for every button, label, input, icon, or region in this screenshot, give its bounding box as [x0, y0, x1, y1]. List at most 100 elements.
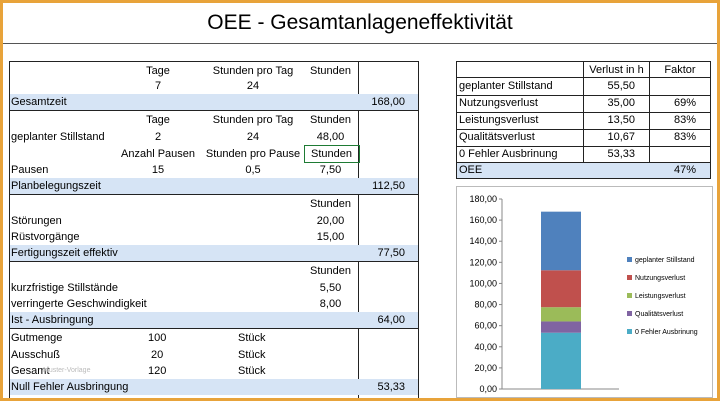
gesamt-label: Gesamt [11, 365, 50, 377]
oee-band [457, 162, 710, 178]
gesamtzeit-label: Gesamtzeit [11, 96, 67, 108]
bar-segment [541, 270, 581, 308]
right-row-verlust[interactable]: 10,67 [607, 131, 635, 143]
gutmenge-label: Gutmenge [11, 332, 63, 344]
oee-chart[interactable]: 0,00 20,00 40,00 60,00 80,00 100,00 120,00 140,… [456, 186, 713, 398]
y-tick-label: 180,00 [469, 194, 497, 204]
right-row-faktor[interactable]: 69% [673, 97, 696, 109]
gesamt-value[interactable]: 120 [148, 365, 167, 377]
y-tick-label: 20,00 [474, 363, 497, 373]
geplanter-stillstand-tage[interactable]: 2 [154, 131, 162, 143]
selected-cell[interactable] [304, 145, 360, 163]
right-row-verlust[interactable]: 55,50 [607, 80, 635, 92]
cell-tage[interactable]: 7 [154, 80, 162, 92]
geplanter-stillstand-stunden[interactable]: 48,00 [316, 131, 345, 143]
header-faktor: Faktor [664, 64, 696, 76]
table-top-border [9, 61, 419, 62]
pausen-label: Pausen [11, 164, 49, 176]
right-table-left [456, 61, 457, 179]
cell-stunden-pro-tag[interactable]: 24 [246, 80, 260, 92]
right-row-faktor[interactable]: 83% [673, 131, 696, 143]
pausen-stunden[interactable]: 7,50 [319, 164, 342, 176]
ist-label: Ist - Ausbringung [11, 314, 94, 326]
gesamtzeit-value[interactable]: 168,00 [371, 96, 405, 108]
header-tage-2: Tage [146, 114, 170, 126]
watermark: Muster-Vorlage [43, 367, 91, 374]
divider [456, 95, 710, 96]
divider [456, 112, 710, 113]
value-column-left-border [358, 61, 359, 398]
header-stunden-pro-tag: Stunden pro Tag [212, 65, 294, 77]
fertigungszeit-value[interactable]: 77,50 [377, 247, 405, 259]
y-tick-label: 100,00 [469, 278, 497, 288]
ist-value[interactable]: 64,00 [377, 314, 405, 326]
planbelegungszeit-value[interactable]: 112,50 [372, 180, 405, 192]
page-title: OEE - Gesamtanlageneffektivität [3, 3, 717, 44]
geplanter-stillstand-stunden-pro-tag[interactable]: 24 [246, 131, 260, 143]
legend-swatch [627, 293, 632, 298]
null-fehler-label: Null Fehler Ausbringung [11, 381, 129, 393]
pausen-stunden-pro-pause[interactable]: 0,5 [245, 164, 261, 176]
right-row-faktor[interactable]: 83% [673, 114, 696, 126]
header-verlust: Verlust in h [589, 64, 644, 76]
verringerte-stunden[interactable]: 8,00 [319, 298, 342, 310]
geplanter-stillstand-label: geplanter Stillstand [11, 131, 105, 143]
pausen-anzahl[interactable]: 15 [151, 164, 165, 176]
oee-faktor[interactable]: 47% [673, 164, 696, 176]
verringerte-label: verringerte Geschwindigkeit [11, 298, 147, 310]
divider [456, 129, 710, 130]
divider [9, 328, 419, 329]
ausschuss-value[interactable]: 20 [151, 349, 164, 361]
legend-swatch [627, 257, 632, 262]
y-tick-label: 140,00 [469, 236, 497, 246]
divider [9, 110, 419, 111]
legend-label: 0 Fehler Ausbrinung [635, 329, 698, 336]
legend-label: Leistungsverlust [635, 293, 686, 300]
bar-segment [541, 307, 581, 322]
legend-label: geplanter Stillstand [635, 257, 695, 264]
ruestvorgaenge-stunden[interactable]: 15,00 [316, 231, 345, 243]
divider [9, 261, 419, 262]
oee-label: OEE [459, 164, 483, 176]
legend-swatch [627, 275, 632, 280]
divider [456, 178, 710, 179]
right-row-label: Nutzungsverlust [459, 97, 538, 109]
y-tick-label: 80,00 [474, 300, 497, 310]
header-stunden-pro-pause: Stunden pro Pause [205, 148, 301, 160]
y-tick-label: 160,00 [469, 215, 497, 225]
right-row-label: Qualitätsverlust [459, 131, 535, 143]
bar-segment [541, 211, 581, 271]
legend-label: Qualitätsverlust [635, 311, 683, 318]
right-row-verlust[interactable]: 53,33 [607, 148, 635, 160]
fertigungszeit-band [10, 245, 418, 261]
bar-segment [541, 332, 581, 389]
header-stunden-5: Stunden [310, 265, 351, 277]
gutmenge-value[interactable]: 100 [148, 332, 167, 344]
header-stunden: Stunden [310, 65, 351, 77]
y-tick-label: 40,00 [474, 342, 497, 352]
kurzfristige-label: kurzfristige Stillstände [11, 282, 118, 294]
planbelegungszeit-band [10, 178, 418, 194]
divider [456, 146, 710, 147]
right-row-label: 0 Fehler Ausbrinung [459, 148, 558, 160]
ausschuss-unit: Stück [238, 349, 266, 361]
right-table-right [710, 61, 711, 179]
y-tick-label: 60,00 [474, 321, 497, 331]
divider [9, 194, 419, 195]
header-tage: Tage [146, 65, 170, 77]
chart-svg: 0,00 20,00 40,00 60,00 80,00 100,00 120,00 140,… [469, 194, 698, 394]
null-fehler-value[interactable]: 53,33 [377, 381, 405, 393]
planbelegungszeit-label: Planbelegungszeit [11, 180, 101, 192]
stoerungen-stunden[interactable]: 20,00 [316, 215, 345, 227]
header-stunden-4: Stunden [310, 198, 351, 210]
ausschuss-label: Ausschuß [11, 349, 60, 361]
bar-segment [541, 321, 581, 333]
right-row-verlust[interactable]: 35,00 [607, 97, 635, 109]
header-anzahl-pausen: Anzahl Pausen [121, 148, 195, 160]
header-stunden-2: Stunden [310, 114, 351, 126]
right-row-label: geplanter Stillstand [459, 80, 553, 92]
right-row-label: Leistungsverlust [459, 114, 539, 126]
right-row-verlust[interactable]: 13,50 [607, 114, 635, 126]
kurzfristige-stunden[interactable]: 5,50 [319, 282, 342, 294]
